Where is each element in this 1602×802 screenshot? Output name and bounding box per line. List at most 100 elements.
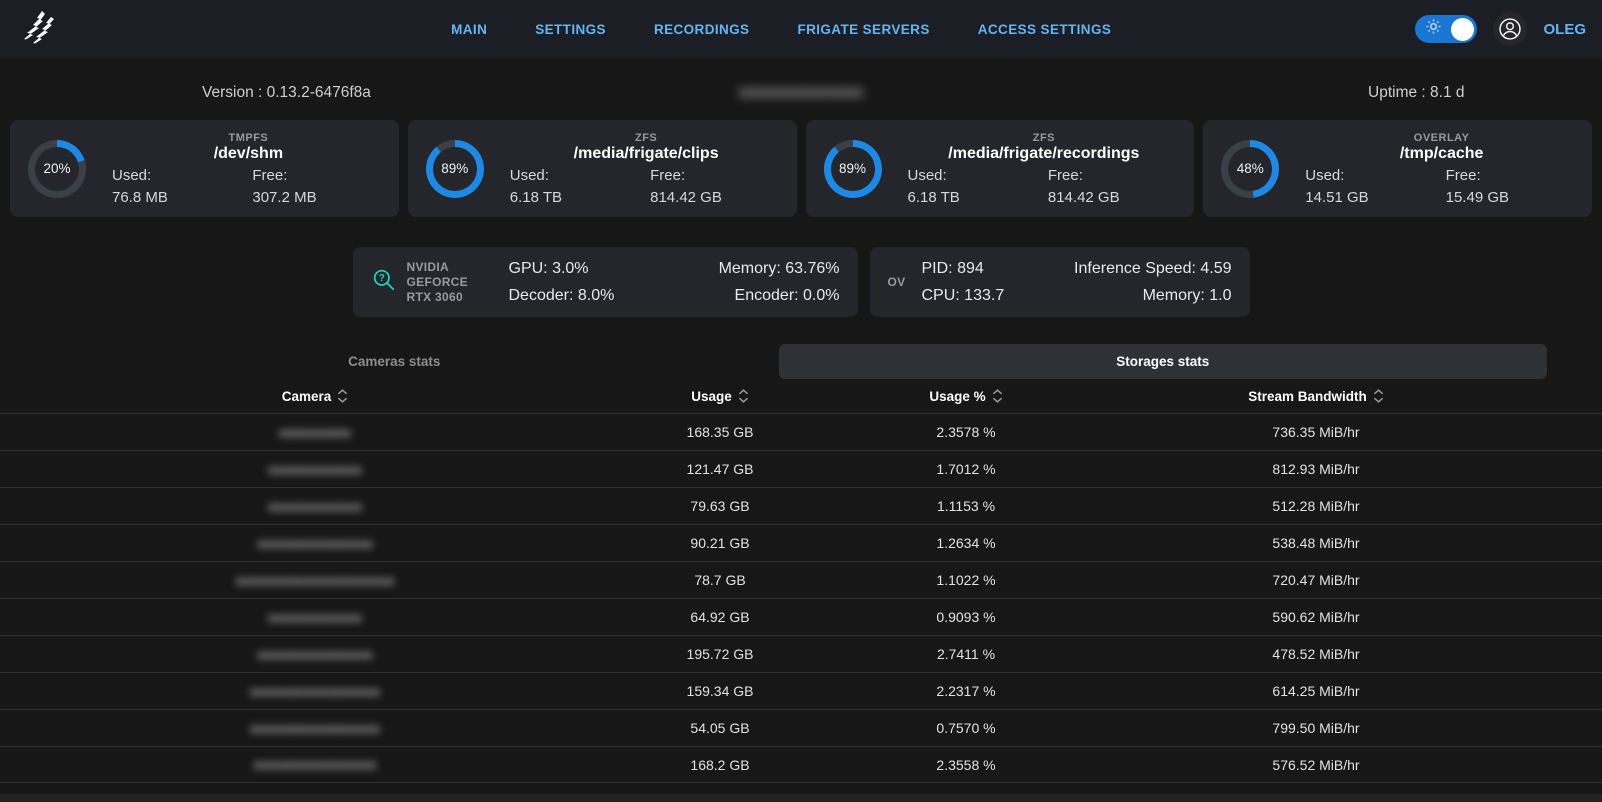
username-link[interactable]: OLEG [1543, 20, 1586, 38]
tab-storages-stats[interactable]: Storages stats [778, 344, 1547, 379]
usage-pct-cell: 1.2634 % [936, 535, 996, 551]
header-camera[interactable]: Camera [0, 389, 630, 404]
donut-percent-label: 89% [838, 161, 867, 176]
detector-name-label: OV [887, 274, 906, 289]
bandwidth-cell: 799.50 MiB/hr [1272, 720, 1360, 736]
usage-donut: 48% [1221, 139, 1280, 198]
uptime-label: Uptime : 8.1 d [1368, 84, 1465, 101]
bandwidth-cell: 720.47 MiB/hr [1272, 572, 1360, 588]
table-row: xxxxxxxxxxxxx 79.63 GB 1.1153 % 512.28 M… [0, 487, 1602, 524]
fs-type-label: TMPFS [228, 131, 269, 144]
used-label: Used: [907, 166, 947, 184]
bandwidth-cell: 614.25 MiB/hr [1272, 683, 1360, 699]
sort-icon[interactable] [1373, 389, 1384, 403]
fs-path-label: /media/frigate/clips [573, 144, 719, 162]
camera-name-redacted: xxxxxxxxxxxxxxxx [257, 646, 373, 662]
free-value: 307.2 MB [252, 188, 317, 206]
table-row: xxxxxxxxxxxxxxxxxxxxxx 78.7 GB 1.1022 % … [0, 561, 1602, 598]
usage-donut: 89% [823, 139, 882, 198]
storage-card-clips: 89% ZFS /media/frigate/clips Used: 6.18 T… [407, 120, 797, 217]
sort-icon[interactable] [337, 389, 348, 403]
used-value: 6.18 TB [907, 188, 960, 206]
usage-pct-cell: 1.7012 % [936, 461, 996, 477]
usage-pct-cell: 2.3578 % [936, 424, 996, 440]
usage-cell: 79.63 GB [690, 498, 750, 514]
usage-pct-cell: 2.3558 % [936, 756, 996, 773]
fs-type-label: OVERLAY [1413, 131, 1470, 144]
bandwidth-cell: 812.93 MiB/hr [1272, 461, 1360, 477]
sort-icon[interactable] [738, 389, 749, 403]
storage-cards-row: 20% TMPFS /dev/shm Used: 76.8 MB Free: 307… [10, 120, 1592, 217]
gpu-usage-stat: GPU: 3.0% [508, 260, 589, 277]
stats-tabs: Cameras stats Storages stats [10, 344, 1547, 379]
frigate-logo-icon[interactable] [16, 7, 60, 51]
header-usage[interactable]: Usage [630, 389, 810, 404]
usage-pct-cell: 2.7411 % [936, 646, 996, 662]
usage-pct-cell: 0.7570 % [936, 720, 996, 736]
camera-name-redacted: xxxxxxxxxxxxx [268, 461, 362, 477]
bandwidth-cell: 478.52 MiB/hr [1272, 646, 1360, 662]
theme-toggle[interactable] [1415, 15, 1478, 43]
top-navbar: MAIN SETTINGS RECORDINGS FRIGATE SERVERS… [0, 0, 1602, 58]
free-value: 814.42 GB [1047, 188, 1120, 206]
nav-link-settings[interactable]: SETTINGS [535, 21, 606, 37]
used-label: Used: [112, 166, 152, 184]
camera-name-redacted: xxxxxxxxxx [278, 424, 352, 440]
toggle-knob [1451, 17, 1475, 41]
bandwidth-cell: 538.48 MiB/hr [1272, 535, 1360, 551]
gpu-search-icon: ? [371, 267, 397, 298]
table-row: xxxxxxxxxxxxxxxxxx 159.34 GB 2.2317 % 61… [0, 672, 1602, 709]
detector-pid-stat: PID: 894 [921, 260, 984, 277]
bandwidth-cell: 736.35 MiB/hr [1272, 424, 1360, 440]
table-row: xxxxxxxxxxxxx 64.92 GB 0.9093 % 590.62 M… [0, 598, 1602, 635]
usage-cell: 121.47 GB [686, 461, 754, 477]
bandwidth-cell: 576.52 MiB/hr [1272, 756, 1360, 773]
fs-path-label: /media/frigate/recordings [948, 144, 1140, 162]
info-row: Version : 0.13.2-6476f8a xxxxxxxxxxxxxx … [0, 78, 1602, 108]
usage-pct-cell: 2.2317 % [936, 683, 996, 699]
table-row: xxxxxxxxxxxxx 121.47 GB 1.7012 % 812.93 … [0, 450, 1602, 487]
used-label: Used: [1305, 166, 1345, 184]
fs-path-label: /tmp/cache [1399, 144, 1484, 162]
gpu-card: ? NVIDIA GEFORCE RTX 3060 GPU: 3.0% Deco… [352, 247, 858, 317]
sort-icon[interactable] [992, 389, 1003, 403]
camera-name-redacted: xxxxxxxxxxxxxxxxxx [249, 683, 381, 699]
tab-cameras-stats[interactable]: Cameras stats [348, 354, 441, 369]
used-value: 14.51 GB [1305, 188, 1369, 206]
sun-icon [1426, 19, 1442, 39]
header-usage-pct[interactable]: Usage % [810, 389, 1122, 404]
free-label: Free: [650, 166, 686, 184]
free-label: Free: [1445, 166, 1481, 184]
used-value: 6.18 TB [509, 188, 563, 206]
fs-type-label: ZFS [634, 131, 658, 144]
free-label: Free: [252, 166, 288, 184]
table-body: xxxxxxxxxx 168.35 GB 2.3578 % 736.35 MiB… [0, 413, 1602, 783]
donut-percent-label: 20% [43, 161, 71, 176]
usage-donut: 20% [28, 139, 86, 198]
nav-link-frigate-servers[interactable]: FRIGATE SERVERS [797, 21, 930, 37]
usage-cell: 64.92 GB [690, 609, 750, 625]
header-stream-bandwidth[interactable]: Stream Bandwidth [1122, 389, 1602, 404]
nav-link-main[interactable]: MAIN [451, 21, 488, 37]
storage-card-recordings: 89% ZFS /media/frigate/recordings Used: 6… [805, 120, 1195, 217]
donut-percent-label: 89% [441, 161, 469, 176]
detector-card: OV PID: 894 CPU: 133.7 Inference Speed: … [869, 247, 1250, 317]
used-value: 76.8 MB [112, 188, 168, 206]
detector-memory-stat: Memory: 1.0 [1142, 287, 1232, 304]
bottom-strip [0, 794, 1602, 802]
usage-cell: 159.34 GB [686, 683, 754, 699]
free-label: Free: [1047, 166, 1083, 184]
free-value: 814.42 GB [650, 188, 722, 206]
usage-pct-cell: 0.9093 % [936, 609, 996, 625]
camera-name-redacted: xxxxxxxxxxxxxxxxxxxxxx [235, 572, 395, 588]
bandwidth-cell: 590.62 MiB/hr [1272, 609, 1360, 625]
nav-link-recordings[interactable]: RECORDINGS [653, 21, 750, 37]
fs-type-label: ZFS [1032, 131, 1056, 144]
user-avatar[interactable] [1493, 12, 1528, 46]
usage-pct-cell: 1.1022 % [936, 572, 996, 588]
version-label: Version : 0.13.2-6476f8a [202, 84, 371, 101]
usage-cell: 90.21 GB [690, 535, 750, 551]
nav-link-access-settings[interactable]: ACCESS SETTINGS [977, 21, 1112, 37]
camera-name-redacted: xxxxxxxxxxxxxxxxx [253, 757, 377, 772]
main-nav: MAIN SETTINGS RECORDINGS FRIGATE SERVERS… [451, 0, 1111, 58]
